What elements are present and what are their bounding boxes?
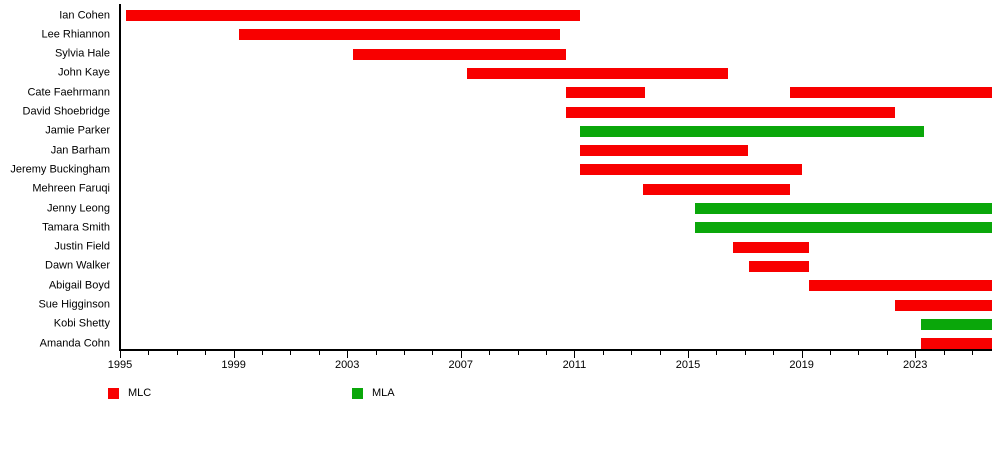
axis-tick-label: 2015 (675, 359, 701, 371)
axis-major-tick (574, 351, 576, 358)
axis-tick-label: 1995 (107, 359, 133, 371)
x-axis-line (119, 349, 992, 351)
row-label: Jamie Parker (45, 124, 110, 137)
term-bar (580, 125, 924, 137)
row-label: Sue Higginson (38, 298, 110, 311)
axis-minor-tick (773, 351, 775, 355)
axis-tick-label: 2007 (448, 359, 474, 371)
axis-major-tick (233, 351, 235, 358)
row-label: Tamara Smith (42, 221, 110, 234)
legend-swatch-mlc (108, 387, 119, 399)
axis-minor-tick (716, 351, 718, 355)
term-bar (565, 106, 896, 118)
row-label: John Kaye (58, 66, 110, 79)
row-label: Kobi Shetty (53, 317, 110, 330)
axis-minor-tick (432, 351, 434, 355)
term-bar (808, 280, 992, 292)
axis-minor-tick (858, 351, 860, 355)
term-bar (642, 183, 791, 195)
legend-item: MLA (352, 387, 395, 399)
axis-minor-tick (176, 351, 178, 355)
term-bar (895, 299, 992, 311)
axis-major-tick (801, 351, 803, 358)
term-bar (125, 10, 581, 21)
row-label: Justin Field (54, 240, 110, 253)
axis-minor-tick (602, 351, 604, 355)
y-axis-line (119, 4, 121, 351)
legend-label: MLC (128, 387, 152, 399)
axis-tick-label: 2019 (789, 359, 814, 371)
axis-tick-label: 2023 (902, 359, 928, 371)
axis-minor-tick (886, 351, 888, 355)
axis-tick-label: 1999 (221, 359, 246, 371)
axis-minor-tick (517, 351, 519, 355)
legend-swatch-mla (352, 387, 363, 399)
row-label: Amanda Cohn (39, 337, 110, 350)
term-bar (749, 260, 809, 272)
axis-major-tick (688, 351, 689, 358)
term-bar (695, 222, 992, 234)
axis-minor-tick (404, 351, 405, 355)
axis-major-tick (915, 351, 917, 358)
legend-item: MLC (108, 387, 151, 399)
axis-minor-tick (290, 351, 292, 355)
axis-minor-tick (830, 351, 831, 355)
row-label: Ian Cohen (59, 9, 110, 21)
term-bar (466, 67, 728, 79)
term-bar (239, 29, 561, 41)
axis-tick-label: 2003 (334, 359, 360, 371)
row-label: Jan Barham (50, 144, 110, 157)
term-bar (565, 87, 646, 99)
axis-minor-tick (318, 351, 320, 355)
term-bar (580, 164, 802, 176)
term-bar (920, 338, 992, 350)
term-bar (790, 87, 992, 99)
axis-tick-label: 2011 (562, 359, 587, 371)
axis-minor-tick (489, 351, 491, 355)
axis-minor-tick (744, 351, 746, 355)
row-label: Cate Faehrmann (27, 86, 110, 99)
term-bar (352, 48, 566, 60)
row-label: Jeremy Buckingham (10, 163, 110, 176)
axis-major-tick (460, 351, 462, 358)
term-bar (580, 145, 748, 157)
row-label: Sylvia Hale (54, 47, 110, 60)
row-label: Mehreen Faruqi (32, 182, 110, 195)
legend-label: MLA (372, 387, 395, 399)
term-bar (920, 318, 992, 330)
axis-minor-tick (546, 351, 547, 355)
term-bar (733, 241, 809, 253)
axis-minor-tick (972, 351, 973, 355)
axis-major-tick (120, 351, 121, 358)
row-label: David Shoebridge (22, 105, 110, 118)
row-label: Lee Rhiannon (41, 28, 110, 41)
row-label: Jenny Leong (47, 202, 110, 214)
axis-minor-tick (659, 351, 661, 355)
row-label: Dawn Walker (45, 259, 110, 272)
term-bar (695, 203, 992, 214)
axis-minor-tick (943, 351, 945, 355)
axis-minor-tick (205, 351, 207, 355)
axis-minor-tick (148, 351, 150, 355)
axis-major-tick (347, 351, 349, 358)
axis-minor-tick (262, 351, 263, 355)
row-label: Abigail Boyd (48, 279, 110, 292)
axis-minor-tick (375, 351, 377, 355)
axis-minor-tick (631, 351, 633, 355)
